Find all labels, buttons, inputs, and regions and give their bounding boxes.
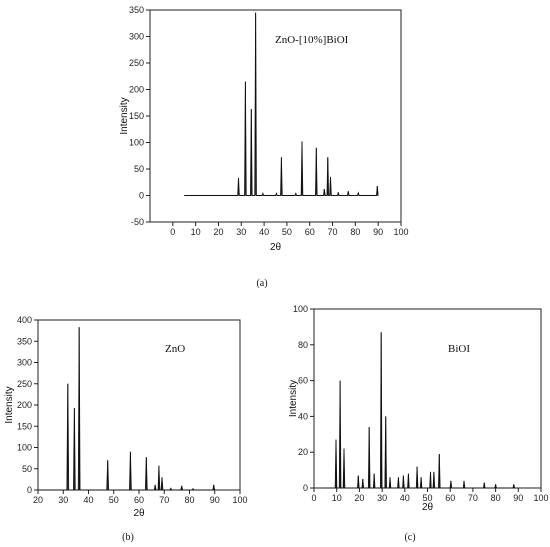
pc-x-tick-label: 20 — [354, 493, 364, 503]
pb-y-tick-label: 150 — [17, 421, 32, 431]
pa-x-tick-label: 10 — [191, 227, 201, 237]
pb-x-tick-label: 90 — [210, 495, 220, 505]
pa-y-tick-label: 50 — [134, 164, 144, 174]
pc-x-tick-label: 50 — [422, 493, 432, 503]
pc-x-tick-label: 100 — [533, 493, 548, 503]
pb-x-tick-label: 20 — [33, 495, 43, 505]
pb-y-tick-label: 200 — [17, 400, 32, 410]
pb-diffraction-trace — [38, 327, 216, 491]
pc-x-axis-label: 2θ — [422, 502, 434, 513]
pc-x-tick-label: 90 — [513, 493, 523, 503]
pb-x-tick-label: 40 — [83, 495, 93, 505]
pc-y-tick-label: 40 — [298, 411, 308, 421]
pb-y-tick-label: 350 — [17, 336, 32, 346]
pb-y-tick-label: 100 — [17, 443, 32, 453]
pb-x-tick-label: 60 — [134, 495, 144, 505]
pa-x-tick-label: 70 — [328, 227, 338, 237]
pc-y-tick-label: 60 — [298, 376, 308, 386]
pa-y-tick-label: 150 — [129, 111, 144, 121]
pb-y-tick-label: 250 — [17, 379, 32, 389]
pa-y-tick-label: 0 — [139, 191, 144, 201]
pb-x-tick-label: 30 — [58, 495, 68, 505]
pa-diffraction-trace — [184, 12, 379, 196]
pb-x-tick-label: 80 — [184, 495, 194, 505]
caption-b: (b) — [122, 532, 134, 543]
pb-y-tick-label: 400 — [17, 315, 32, 325]
pa-x-tick-label: 30 — [236, 227, 246, 237]
pb-sample-label: ZnO — [165, 343, 185, 355]
pb-x-tick-label: 70 — [159, 495, 169, 505]
pb-y-tick-label: 300 — [17, 358, 32, 368]
pa-x-tick-label: 80 — [350, 227, 360, 237]
pa-x-tick-label: 50 — [282, 227, 292, 237]
pa-x-axis-label: 2θ — [270, 242, 282, 253]
pb-x-tick-label: 100 — [232, 495, 247, 505]
pc-x-tick-label: 70 — [468, 493, 478, 503]
pb-y-tick-label: 50 — [22, 464, 32, 474]
pa-x-tick-label: 60 — [305, 227, 315, 237]
pb-x-tick-label: 50 — [109, 495, 119, 505]
pc-x-tick-label: 60 — [445, 493, 455, 503]
pa-x-tick-label: 20 — [213, 227, 223, 237]
caption-a: (a) — [256, 278, 267, 289]
caption-c: (c) — [404, 532, 415, 543]
pc-y-axis-label: Intensity — [288, 380, 299, 417]
pa-y-tick-label: 350 — [129, 5, 144, 15]
pa-y-axis-label: Intensity — [119, 97, 130, 134]
pc-y-tick-label: 20 — [298, 447, 308, 457]
pc-diffraction-trace — [325, 332, 519, 489]
pc-plot-frame — [313, 308, 542, 489]
pa-y-tick-label: 100 — [129, 138, 144, 148]
pc-y-tick-label: 80 — [298, 340, 308, 350]
pa-y-tick-label: 300 — [129, 32, 144, 42]
pa-x-tick-label: 0 — [170, 227, 175, 237]
panel-c-chart: 0 10 20 30 40 50 60 70 80 90 100 0 20 40 60 80 100 BiOI 2θ… — [288, 304, 549, 513]
pc-x-tick-label: 0 — [311, 493, 316, 503]
pc-x-tick-label: 80 — [491, 493, 501, 503]
pa-y-tick-label: 200 — [129, 85, 144, 95]
panel-a-chart: 0 10 20 30 40 50 60 70 80 90 100 -50 0 50 100 150 200 250… — [119, 5, 409, 253]
pb-y-axis-label: Intensity — [4, 386, 15, 423]
pa-sample-label: ZnO-[10%]BiOI — [275, 34, 349, 46]
pc-y-tick-label: 100 — [293, 304, 308, 314]
pc-x-tick-label: 40 — [400, 493, 410, 503]
pa-y-tick-label: -50 — [131, 217, 144, 227]
pa-x-tick-label: 100 — [393, 227, 408, 237]
pb-x-axis-label: 2θ — [133, 508, 145, 519]
pb-y-tick-label: 0 — [27, 485, 32, 495]
pc-y-tick-label: 0 — [303, 483, 308, 493]
pa-x-tick-label: 90 — [373, 227, 383, 237]
panel-b-chart: 20 30 40 50 60 70 80 90 100 0 50 100 150 200 250 300 350… — [4, 315, 248, 519]
pa-y-tick-label: 250 — [129, 58, 144, 68]
pa-x-tick-label: 40 — [259, 227, 269, 237]
pc-x-tick-label: 30 — [377, 493, 387, 503]
pc-x-tick-label: 10 — [332, 493, 342, 503]
pc-sample-label: BiOI — [448, 343, 470, 355]
